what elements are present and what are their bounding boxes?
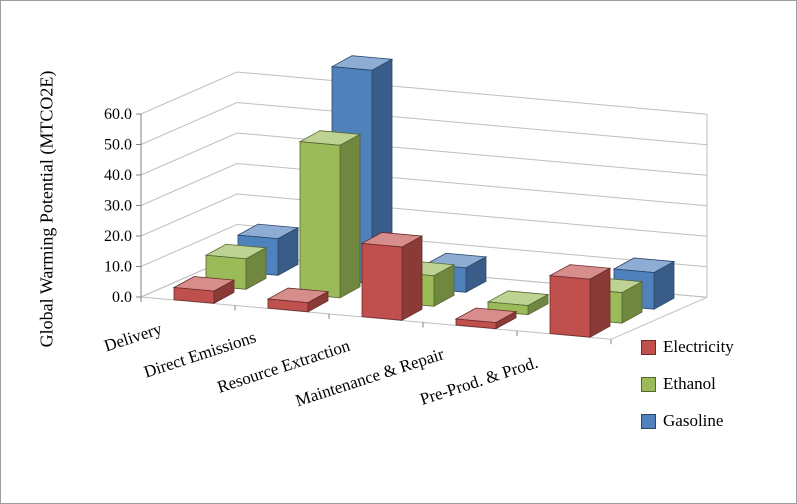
legend-swatch-electricity (641, 339, 656, 355)
bar-electricity-direct-emissions (266, 287, 330, 313)
y-axis-title: Global Warming Potential (MTCO2E) (36, 70, 57, 348)
bar-ethanol-maintenance-repair (486, 290, 550, 316)
y-tick-label: 20.0 (104, 228, 132, 245)
bar-front-face (361, 243, 403, 321)
bar-side-face (401, 235, 423, 321)
bar-front-face (299, 141, 341, 299)
y-tick-label: 0.0 (112, 289, 132, 306)
y-tick-label: 50.0 (104, 137, 132, 154)
bar-side-face (589, 267, 611, 338)
bar-ethanol-direct-emissions (298, 130, 362, 299)
y-tick-label: 30.0 (104, 198, 132, 215)
legend-item-electricity: Electricity (641, 337, 734, 357)
chart-legend: Electricity Ethanol Gasoline (641, 337, 734, 431)
legend-swatch-gasoline (641, 413, 656, 429)
legend-item-gasoline: Gasoline (641, 411, 734, 431)
bar-electricity-delivery (172, 276, 236, 305)
gridline-20 (140, 193, 708, 237)
bar-side-face (339, 133, 361, 299)
legend-label-electricity: Electricity (663, 337, 734, 356)
gridline-50 (140, 101, 708, 146)
y-tick-label: 10.0 (104, 259, 132, 276)
legend-item-ethanol: Ethanol (641, 374, 734, 394)
bar-front-face (549, 275, 591, 338)
bar-electricity-pre-prod-prod (548, 264, 612, 338)
bar-front-face (173, 287, 215, 304)
category-label-delivery: Delivery (102, 319, 165, 356)
legend-swatch-ethanol (641, 376, 656, 392)
gridline-60 (140, 71, 708, 115)
legend-label-gasoline: Gasoline (663, 411, 724, 430)
legend-label-ethanol: Ethanol (663, 374, 716, 393)
bar-electricity-maintenance-repair (454, 307, 518, 330)
bar-front-face (455, 318, 497, 330)
gridline-10 (140, 223, 708, 268)
y-tick-label: 40.0 (104, 167, 132, 184)
bar-electricity-resource-extraction (360, 232, 424, 321)
bar-front-face (267, 298, 309, 313)
gridline-40 (140, 132, 708, 176)
gridline-30 (140, 162, 708, 207)
y-tick-label: 60.0 (104, 106, 132, 123)
